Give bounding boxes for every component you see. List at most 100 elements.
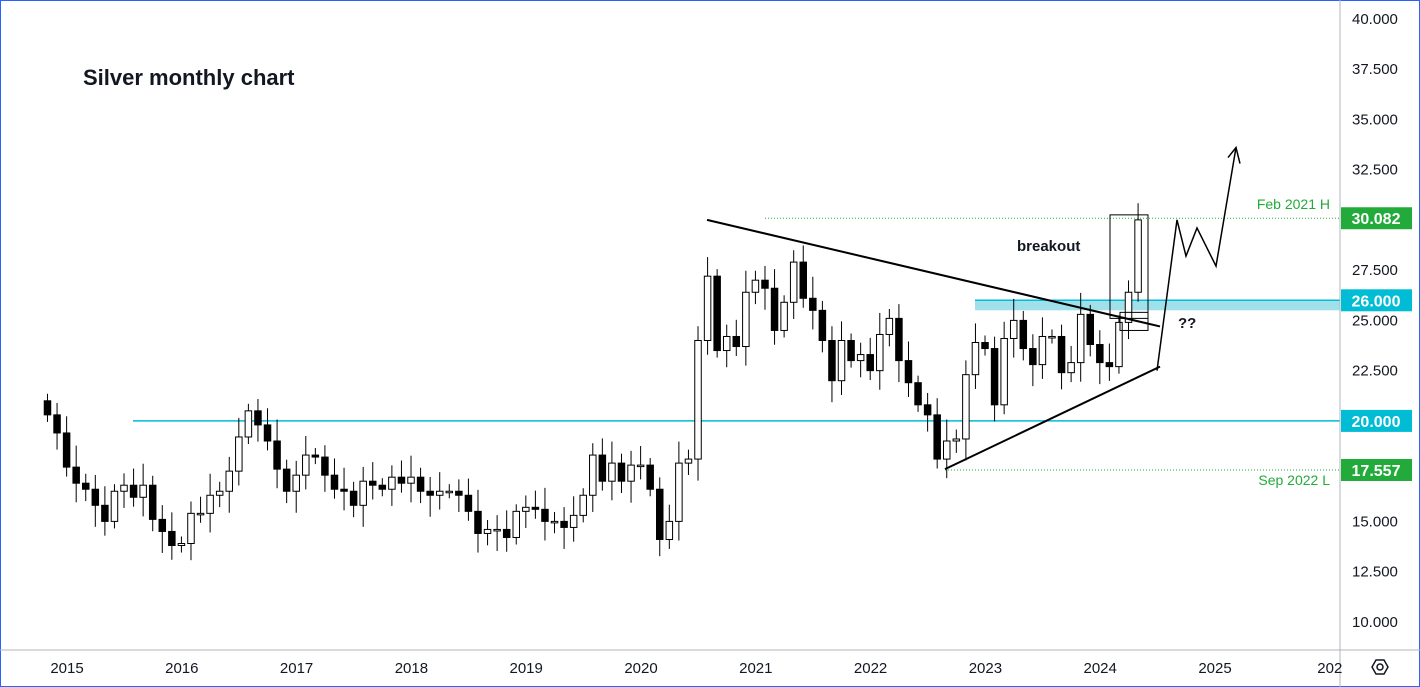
breakout-inner-box xyxy=(1119,311,1149,331)
candle-body xyxy=(522,506,530,512)
candle xyxy=(1038,317,1047,379)
x-tick-label: 2020 xyxy=(624,660,657,677)
gear-outline xyxy=(1371,659,1389,675)
candle-body xyxy=(943,440,951,460)
x-tick-label: 2025 xyxy=(1198,660,1231,677)
candle xyxy=(770,269,779,345)
x-tick-label: 202 xyxy=(1317,660,1342,677)
candle xyxy=(818,300,827,353)
y-tick-label: 35.000 xyxy=(1352,111,1398,128)
candle-body xyxy=(713,275,721,352)
candle xyxy=(981,335,989,356)
candle xyxy=(349,481,358,518)
price-badge xyxy=(1341,289,1412,312)
candle xyxy=(550,511,559,534)
candle-body xyxy=(416,476,425,492)
candle-body xyxy=(694,339,702,460)
candle xyxy=(866,337,874,381)
candle-body xyxy=(646,464,654,490)
candle-body xyxy=(254,410,262,426)
y-tick-label: 10.000 xyxy=(1352,614,1398,631)
projection-path xyxy=(1156,147,1237,371)
level-label: Sep 2022 L xyxy=(1258,472,1330,488)
candle xyxy=(914,375,922,412)
candle-body xyxy=(1057,335,1066,374)
candle-body xyxy=(43,400,52,416)
candle xyxy=(579,488,587,523)
candle xyxy=(215,481,224,508)
candle-body xyxy=(627,464,635,482)
candle xyxy=(904,341,913,397)
candle-body xyxy=(1086,313,1095,346)
candle xyxy=(1086,304,1095,357)
candle xyxy=(885,308,894,347)
candle xyxy=(206,473,214,533)
candle xyxy=(340,467,348,511)
candle-body xyxy=(388,476,396,490)
candle-body xyxy=(110,490,119,522)
candle-body xyxy=(732,335,741,348)
candle-body xyxy=(761,279,769,289)
candle xyxy=(809,276,817,330)
candle xyxy=(761,265,769,310)
candle-body xyxy=(1000,337,1008,406)
candle xyxy=(416,467,425,504)
candle xyxy=(952,429,961,453)
candle xyxy=(837,321,846,395)
candle-body xyxy=(196,512,205,516)
candle-body xyxy=(263,424,272,442)
candle-body xyxy=(168,530,176,547)
candle-body xyxy=(129,484,138,498)
candle xyxy=(703,257,712,355)
candle xyxy=(158,505,167,553)
candle-body xyxy=(675,462,683,522)
candle xyxy=(962,360,970,461)
candle-body xyxy=(550,520,559,524)
candle xyxy=(933,398,941,469)
price-badge-label: 20.000 xyxy=(1352,414,1401,431)
candle xyxy=(282,459,291,504)
candle-body xyxy=(378,484,387,490)
candle-body xyxy=(455,490,463,496)
candle-body xyxy=(464,494,473,512)
x-tick-label: 2019 xyxy=(510,660,543,677)
candle-body xyxy=(818,309,827,341)
candle-body xyxy=(474,510,482,534)
candle xyxy=(397,460,406,493)
candle xyxy=(694,326,702,481)
candle xyxy=(273,419,281,489)
x-tick-label: 2023 xyxy=(969,660,1002,677)
y-tick-label: 15.000 xyxy=(1352,513,1398,530)
candle-body xyxy=(321,456,329,476)
candle-body xyxy=(923,404,932,416)
candle-body xyxy=(1067,362,1075,374)
candle-body xyxy=(120,484,128,492)
candle-body xyxy=(684,458,693,464)
candle xyxy=(72,445,80,503)
settings-gear-icon[interactable] xyxy=(1371,659,1389,675)
candle xyxy=(464,478,473,521)
candle-body xyxy=(225,470,234,492)
y-tick-label: 12.500 xyxy=(1352,564,1398,581)
candle-body xyxy=(617,462,626,482)
question-label: ?? xyxy=(1178,315,1196,332)
candle-body xyxy=(809,297,817,311)
x-tick-label: 2016 xyxy=(165,660,198,677)
candle-body xyxy=(971,342,980,376)
candle-body xyxy=(837,339,846,382)
candle xyxy=(541,487,549,541)
candle-body xyxy=(1134,219,1142,293)
candle xyxy=(1048,329,1056,344)
candle-body xyxy=(426,490,434,496)
candle xyxy=(129,468,138,507)
candle xyxy=(713,269,721,358)
candle xyxy=(235,417,243,486)
candle-body xyxy=(244,410,253,438)
candle-body xyxy=(330,474,339,490)
candle xyxy=(895,304,903,383)
candle xyxy=(1134,203,1142,302)
candle-body xyxy=(847,339,855,362)
candle-body xyxy=(1076,313,1085,364)
candle xyxy=(598,438,607,491)
